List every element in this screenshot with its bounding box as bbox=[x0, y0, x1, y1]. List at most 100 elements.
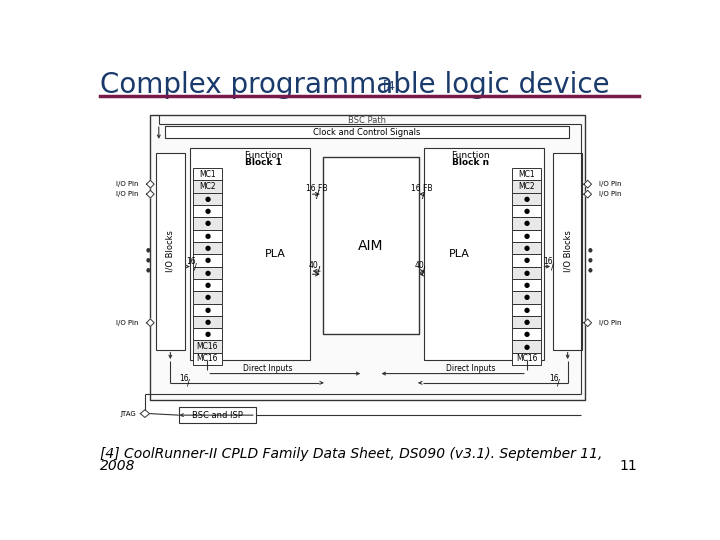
Bar bbox=[512, 230, 541, 242]
Text: I/O Pin: I/O Pin bbox=[599, 191, 622, 197]
Text: ●: ● bbox=[523, 233, 530, 239]
Text: ●: ● bbox=[204, 294, 210, 300]
Text: MC1: MC1 bbox=[518, 170, 535, 179]
Bar bbox=[156, 153, 185, 350]
Bar bbox=[190, 148, 310, 360]
Bar bbox=[512, 193, 541, 205]
Bar bbox=[193, 328, 222, 340]
Text: ●: ● bbox=[588, 257, 593, 262]
Text: MC16: MC16 bbox=[197, 342, 218, 351]
Bar bbox=[193, 205, 222, 217]
Text: /: / bbox=[187, 379, 190, 387]
Text: 16 FB: 16 FB bbox=[411, 184, 433, 193]
Text: ●: ● bbox=[145, 267, 150, 272]
Text: MC2: MC2 bbox=[518, 182, 535, 191]
Bar bbox=[512, 328, 541, 340]
Text: I/O Pin: I/O Pin bbox=[116, 191, 139, 197]
Text: ●: ● bbox=[523, 245, 530, 251]
Text: Clock and Control Signals: Clock and Control Signals bbox=[313, 127, 420, 137]
Bar bbox=[512, 254, 541, 267]
Polygon shape bbox=[146, 319, 154, 327]
Text: ●: ● bbox=[523, 208, 530, 214]
Bar bbox=[512, 316, 541, 328]
Bar bbox=[512, 242, 541, 254]
Text: BSC and ISP: BSC and ISP bbox=[192, 410, 243, 420]
Text: I/O Pin: I/O Pin bbox=[116, 320, 139, 326]
Text: Block n: Block n bbox=[451, 158, 489, 167]
Text: MC16: MC16 bbox=[197, 354, 218, 363]
Bar bbox=[193, 242, 222, 254]
Bar bbox=[512, 267, 541, 279]
Bar bbox=[193, 254, 222, 267]
Text: ●: ● bbox=[204, 269, 210, 276]
Text: 16: 16 bbox=[543, 258, 552, 266]
Polygon shape bbox=[584, 180, 592, 188]
Text: /: / bbox=[422, 190, 425, 200]
Text: I/O Pin: I/O Pin bbox=[599, 320, 622, 326]
Bar bbox=[193, 353, 222, 365]
Polygon shape bbox=[140, 410, 150, 417]
Text: ●: ● bbox=[523, 332, 530, 338]
Text: [4] CoolRunner-II CPLD Family Data Sheet, DS090 (v3.1). September 11,: [4] CoolRunner-II CPLD Family Data Sheet… bbox=[99, 448, 602, 462]
Text: 16: 16 bbox=[186, 258, 196, 266]
Bar bbox=[512, 217, 541, 230]
Bar bbox=[512, 205, 541, 217]
Text: Complex programmable logic device: Complex programmable logic device bbox=[99, 71, 618, 99]
Text: I/O Pin: I/O Pin bbox=[116, 181, 139, 187]
Bar bbox=[193, 193, 222, 205]
Text: 16 FB: 16 FB bbox=[305, 184, 327, 193]
Text: ●: ● bbox=[204, 332, 210, 338]
Text: ●: ● bbox=[523, 343, 530, 349]
Text: ●: ● bbox=[204, 233, 210, 239]
Text: 16: 16 bbox=[549, 374, 559, 383]
Text: Direct Inputs: Direct Inputs bbox=[243, 364, 292, 374]
Bar bbox=[193, 267, 222, 279]
Text: MC2: MC2 bbox=[199, 182, 215, 191]
Text: Function: Function bbox=[451, 151, 490, 160]
Bar bbox=[323, 157, 419, 334]
Text: MC16: MC16 bbox=[516, 354, 538, 363]
Polygon shape bbox=[584, 190, 592, 198]
Bar bbox=[553, 153, 582, 350]
Bar bbox=[193, 316, 222, 328]
Bar bbox=[512, 180, 541, 193]
Text: I/O Blocks: I/O Blocks bbox=[563, 231, 572, 273]
Bar bbox=[193, 340, 222, 353]
Text: I/O Blocks: I/O Blocks bbox=[166, 231, 175, 273]
Text: ●: ● bbox=[145, 247, 150, 252]
Text: 40: 40 bbox=[415, 261, 424, 270]
Text: ●: ● bbox=[588, 247, 593, 252]
Text: /: / bbox=[194, 262, 197, 271]
Text: [4]: [4] bbox=[383, 79, 400, 92]
Bar bbox=[512, 340, 541, 353]
Text: ●: ● bbox=[204, 220, 210, 226]
Bar bbox=[193, 230, 222, 242]
Text: /: / bbox=[317, 266, 320, 276]
Text: ●: ● bbox=[204, 258, 210, 264]
Bar bbox=[193, 168, 222, 180]
Text: ●: ● bbox=[523, 269, 530, 276]
Text: /: / bbox=[316, 190, 320, 200]
Bar bbox=[193, 180, 222, 193]
Text: I/O Pin: I/O Pin bbox=[599, 181, 622, 187]
Bar bbox=[193, 291, 222, 303]
Bar bbox=[150, 115, 585, 400]
Text: Function: Function bbox=[245, 151, 283, 160]
Bar bbox=[179, 408, 256, 423]
Text: /: / bbox=[423, 266, 426, 276]
Bar bbox=[165, 126, 570, 138]
Text: JTAG: JTAG bbox=[121, 410, 137, 417]
Text: Block 1: Block 1 bbox=[246, 158, 282, 167]
Text: ●: ● bbox=[523, 196, 530, 202]
Text: ●: ● bbox=[204, 208, 210, 214]
Text: PLA: PLA bbox=[449, 249, 469, 259]
Bar bbox=[512, 291, 541, 303]
Text: BSC Path: BSC Path bbox=[348, 116, 386, 125]
Polygon shape bbox=[584, 319, 592, 327]
Bar bbox=[193, 279, 222, 291]
Text: PLA: PLA bbox=[265, 249, 286, 259]
Bar bbox=[512, 168, 541, 180]
Text: ●: ● bbox=[523, 220, 530, 226]
Text: 11: 11 bbox=[619, 459, 637, 473]
Text: /: / bbox=[557, 379, 560, 387]
